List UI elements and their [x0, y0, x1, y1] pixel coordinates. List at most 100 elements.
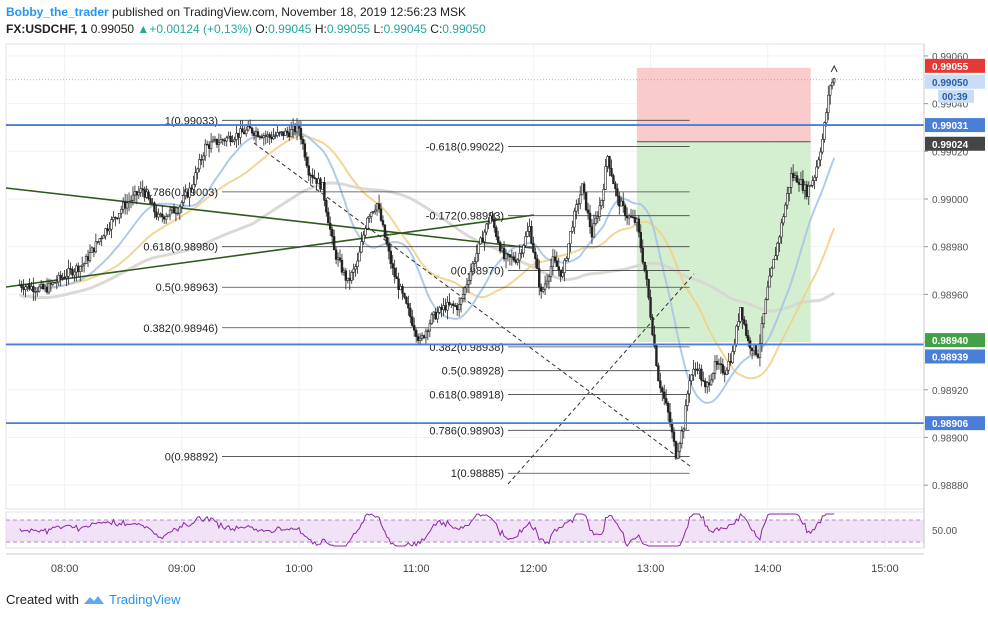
candle-body	[360, 241, 363, 253]
candle-body	[104, 228, 107, 237]
published-text: published on TradingView.com, November 1…	[112, 5, 467, 19]
candle-body	[735, 325, 738, 345]
candle-body	[184, 191, 187, 196]
price-tag-label: 0.98939	[932, 352, 969, 363]
candle-body	[200, 159, 203, 161]
candle-body	[305, 156, 308, 167]
price-tick-label: 0.98920	[932, 386, 969, 397]
author-name[interactable]: Bobby_the_trader	[6, 5, 109, 19]
candle-body	[204, 143, 207, 157]
candle-body	[776, 242, 779, 256]
candle-body	[522, 245, 525, 254]
candle-body	[612, 175, 615, 185]
candle-body	[784, 204, 787, 218]
candle-body	[356, 260, 359, 267]
candle-body	[293, 125, 297, 133]
candle-body	[231, 140, 234, 143]
candle-body	[692, 368, 695, 376]
candle-body	[151, 202, 154, 205]
candle-body	[416, 336, 420, 341]
candle-body	[254, 131, 258, 136]
candle-body	[321, 182, 324, 190]
candle-body	[217, 142, 221, 145]
candle-body	[508, 254, 512, 258]
candle-body	[422, 335, 426, 339]
open-value: 0.99045	[268, 22, 312, 36]
candle-body	[180, 202, 183, 208]
candle-body	[479, 237, 482, 245]
tradingview-brand-link[interactable]: TradingView	[108, 592, 181, 607]
candle-body	[368, 216, 371, 219]
candle-body	[79, 266, 82, 272]
candle-body	[664, 398, 668, 404]
candle-body	[786, 193, 789, 206]
candle-body	[98, 238, 101, 243]
stop-loss-zone[interactable]	[636, 67, 811, 142]
candle-body	[489, 215, 492, 224]
candle-body	[616, 188, 619, 197]
candle-body	[211, 139, 215, 143]
candle-body	[497, 236, 500, 243]
candle-body	[541, 288, 545, 292]
candle-body	[493, 218, 496, 228]
candle-body	[327, 211, 330, 224]
candle-body	[580, 183, 584, 196]
candle-body	[381, 220, 385, 226]
candle-body	[596, 216, 600, 219]
candle-body	[590, 226, 594, 238]
price-tag	[925, 136, 985, 151]
candle-body	[715, 360, 719, 365]
candle-body	[192, 184, 195, 190]
candle-body	[559, 269, 562, 277]
candle-body	[475, 253, 478, 263]
candle-body	[319, 178, 322, 190]
candle-body	[155, 211, 158, 218]
candle-body	[63, 276, 66, 279]
candle-body	[584, 192, 588, 211]
candle-body	[26, 284, 29, 288]
candle-body	[485, 223, 488, 233]
candle-body	[303, 143, 307, 158]
rsi-band	[6, 520, 924, 542]
candle-body	[403, 293, 406, 298]
trend-line-ascending[interactable]	[5, 214, 535, 288]
candle-body	[702, 379, 705, 382]
candle-body	[405, 296, 408, 304]
chart-axes[interactable]: 0.99060 0.99040 0.99020 0.99000 0.98980 0.989…	[6, 44, 988, 575]
price-tick-label: 0.98960	[932, 290, 969, 301]
candle-body	[434, 311, 437, 320]
trend-line-descending[interactable]	[5, 187, 533, 249]
candle-body	[270, 137, 273, 140]
candle-body	[272, 136, 275, 140]
candle-body	[637, 218, 641, 233]
candle-body	[340, 259, 344, 273]
candle-body	[51, 282, 55, 285]
candle-body	[670, 423, 674, 433]
rsi-panel	[6, 513, 924, 547]
candle-body	[666, 403, 670, 413]
candle-body	[325, 200, 328, 213]
candle-body	[127, 201, 131, 204]
horizontal-levels[interactable]	[6, 79, 924, 425]
candle-body	[723, 372, 726, 375]
candle-body	[344, 270, 348, 281]
candle-body	[385, 237, 389, 245]
candle-body	[739, 307, 742, 322]
candle-body	[659, 380, 662, 389]
fib-trend-dashed-up[interactable]	[507, 273, 695, 485]
candle-body	[313, 177, 316, 179]
candle-body	[709, 379, 713, 386]
candle-body	[766, 286, 769, 300]
candle-body	[375, 203, 379, 211]
take-profit-zone[interactable]	[636, 141, 811, 343]
trend-lines[interactable]	[5, 142, 695, 485]
candle-body	[424, 330, 428, 339]
candle-body	[256, 131, 260, 137]
candle-body	[592, 223, 596, 238]
candle-body	[61, 276, 64, 279]
candle-body	[586, 209, 590, 214]
candle-body	[387, 243, 391, 252]
candle-body	[561, 272, 564, 277]
candle-body	[330, 229, 334, 237]
